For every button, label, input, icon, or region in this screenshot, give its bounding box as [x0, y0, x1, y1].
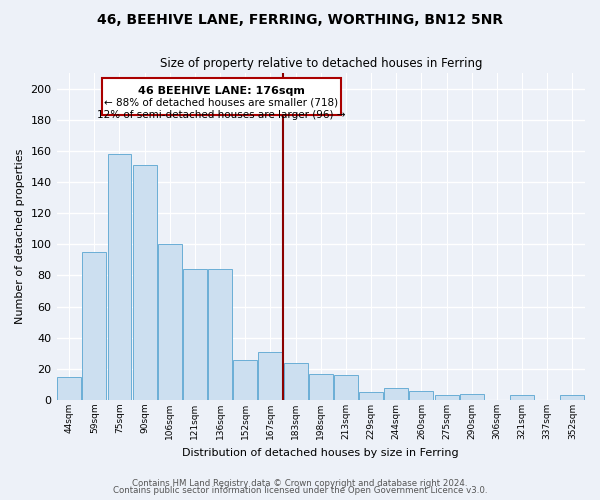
Bar [284, 362, 308, 400]
Bar [133, 165, 157, 400]
Bar [385, 388, 408, 400]
Text: Contains public sector information licensed under the Open Government Licence v3: Contains public sector information licen… [113, 486, 487, 495]
Bar [309, 374, 333, 400]
Bar [409, 390, 433, 400]
Bar [158, 244, 182, 400]
Text: ← 88% of detached houses are smaller (718): ← 88% of detached houses are smaller (71… [104, 98, 338, 108]
Text: Contains HM Land Registry data © Crown copyright and database right 2024.: Contains HM Land Registry data © Crown c… [132, 478, 468, 488]
Bar [434, 396, 458, 400]
Bar [560, 396, 584, 400]
Bar [460, 394, 484, 400]
Bar [233, 360, 257, 400]
X-axis label: Distribution of detached houses by size in Ferring: Distribution of detached houses by size … [182, 448, 459, 458]
Text: 46, BEEHIVE LANE, FERRING, WORTHING, BN12 5NR: 46, BEEHIVE LANE, FERRING, WORTHING, BN1… [97, 12, 503, 26]
Bar [259, 352, 283, 400]
Title: Size of property relative to detached houses in Ferring: Size of property relative to detached ho… [160, 58, 482, 70]
Bar [208, 269, 232, 400]
Bar [359, 392, 383, 400]
Bar [57, 376, 81, 400]
Bar [102, 78, 341, 115]
Bar [82, 252, 106, 400]
Y-axis label: Number of detached properties: Number of detached properties [15, 149, 25, 324]
Text: 12% of semi-detached houses are larger (96) →: 12% of semi-detached houses are larger (… [97, 110, 346, 120]
Text: 46 BEEHIVE LANE: 176sqm: 46 BEEHIVE LANE: 176sqm [138, 86, 305, 96]
Bar [107, 154, 131, 400]
Bar [183, 269, 207, 400]
Bar [510, 396, 534, 400]
Bar [334, 375, 358, 400]
